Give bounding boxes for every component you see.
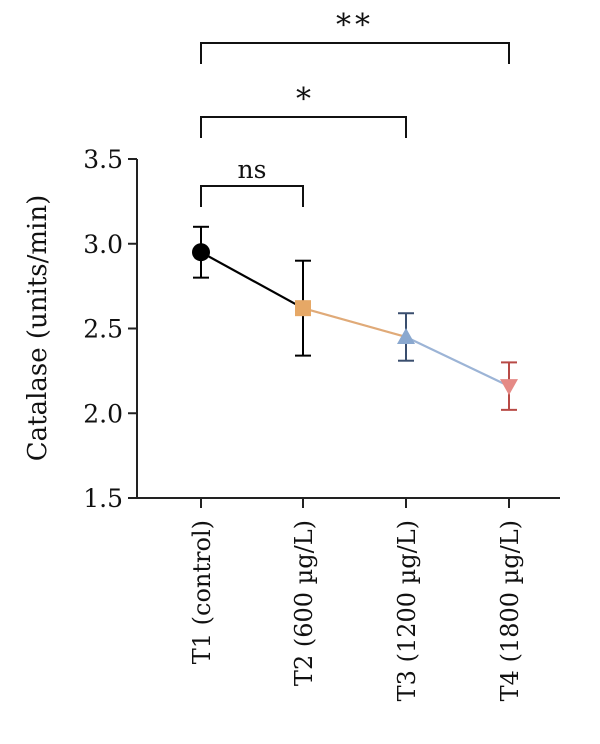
y-axis-label: Catalase (units/min) xyxy=(23,195,53,462)
y-tick-label-2: 2.5 xyxy=(83,315,123,344)
series-segment-0 xyxy=(200,251,304,310)
data-point-0 xyxy=(192,243,210,262)
significance-label-0: ns xyxy=(238,155,267,184)
data-point-2 xyxy=(397,327,415,344)
y-tick-label-1: 2.0 xyxy=(83,399,123,428)
y-tick-label-3: 3.0 xyxy=(83,230,123,259)
x-tick-label-3: T4 (1800 µg/L) xyxy=(496,520,524,701)
x-tick-label-2: T3 (1200 µg/L) xyxy=(393,520,421,701)
data-point-1 xyxy=(295,300,311,317)
y-tick-label-0: 1.5 xyxy=(83,484,123,513)
significance-bracket-0 xyxy=(200,185,304,207)
significance-bracket-1 xyxy=(200,116,407,138)
data-point-3 xyxy=(500,379,518,396)
significance-bracket-2 xyxy=(200,42,510,64)
significance-label-2: ** xyxy=(336,8,374,43)
x-tick-label-0: T1 (control) xyxy=(188,520,216,664)
y-tick-label-4: 3.5 xyxy=(83,145,123,174)
series-segment-1 xyxy=(302,307,407,339)
x-tick-label-1: T2 (600 µg/L) xyxy=(290,520,318,686)
significance-label-1: * xyxy=(296,82,311,117)
series-segment-2 xyxy=(405,335,510,388)
